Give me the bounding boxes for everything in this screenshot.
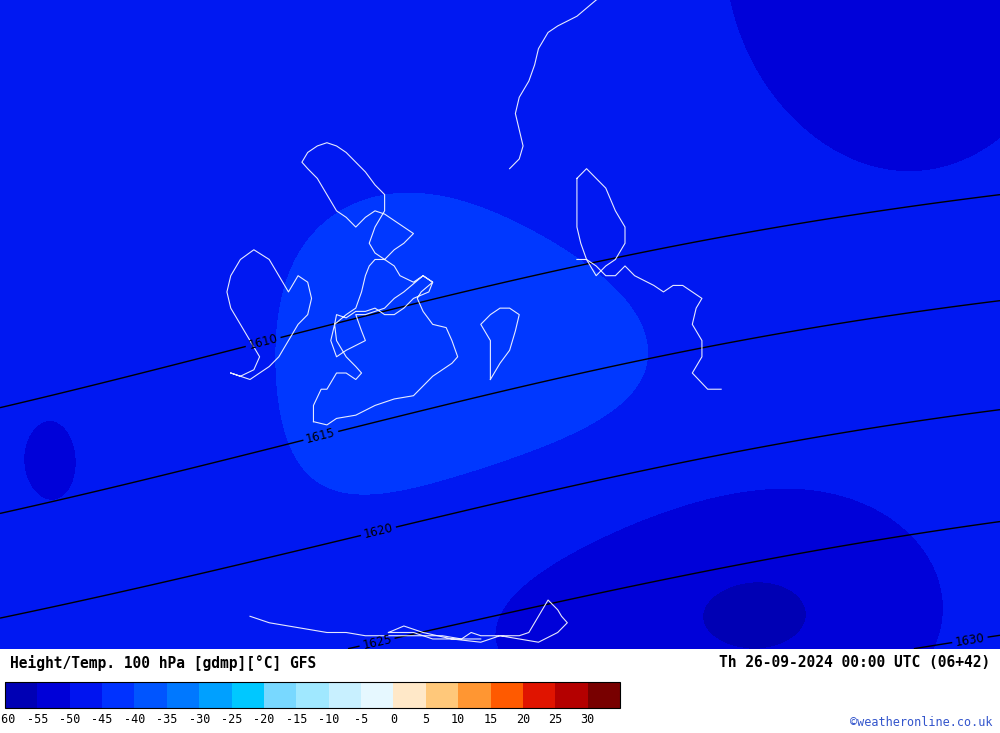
Text: -5: -5 <box>354 712 368 726</box>
Text: 1625: 1625 <box>361 633 393 652</box>
Text: 25: 25 <box>548 712 562 726</box>
Text: 1630: 1630 <box>954 631 986 649</box>
Bar <box>199 682 232 708</box>
Bar <box>167 682 199 708</box>
Bar <box>70 682 102 708</box>
Text: 1610: 1610 <box>247 332 279 352</box>
Bar <box>588 682 620 708</box>
Text: -60: -60 <box>0 712 16 726</box>
Text: 5: 5 <box>422 712 429 726</box>
Text: Th 26-09-2024 00:00 UTC (06+42): Th 26-09-2024 00:00 UTC (06+42) <box>719 655 990 671</box>
Text: -35: -35 <box>156 712 178 726</box>
Bar <box>393 682 426 708</box>
Text: -55: -55 <box>27 712 48 726</box>
Bar <box>361 682 393 708</box>
Text: -45: -45 <box>91 712 113 726</box>
Bar <box>232 682 264 708</box>
Text: -20: -20 <box>253 712 275 726</box>
Text: 30: 30 <box>581 712 595 726</box>
Bar <box>264 682 296 708</box>
Bar <box>329 682 361 708</box>
Text: 1615: 1615 <box>305 426 337 446</box>
Bar <box>555 682 588 708</box>
Text: -40: -40 <box>124 712 145 726</box>
Text: ©weatheronline.co.uk: ©weatheronline.co.uk <box>850 716 992 729</box>
Bar <box>458 682 491 708</box>
Text: -25: -25 <box>221 712 242 726</box>
Text: 1620: 1620 <box>362 521 394 541</box>
Text: -15: -15 <box>286 712 307 726</box>
Text: 10: 10 <box>451 712 465 726</box>
Text: Height/Temp. 100 hPa [gdmp][°C] GFS: Height/Temp. 100 hPa [gdmp][°C] GFS <box>10 655 316 671</box>
Text: 15: 15 <box>483 712 498 726</box>
Text: 20: 20 <box>516 712 530 726</box>
Bar <box>102 682 134 708</box>
Bar <box>5 682 37 708</box>
Text: 0: 0 <box>390 712 397 726</box>
Bar <box>296 682 329 708</box>
Text: -50: -50 <box>59 712 80 726</box>
Bar <box>134 682 167 708</box>
Bar <box>5 682 620 708</box>
Bar <box>523 682 555 708</box>
Text: -30: -30 <box>189 712 210 726</box>
Bar <box>426 682 458 708</box>
Bar <box>37 682 70 708</box>
Text: -10: -10 <box>318 712 339 726</box>
Bar <box>491 682 523 708</box>
